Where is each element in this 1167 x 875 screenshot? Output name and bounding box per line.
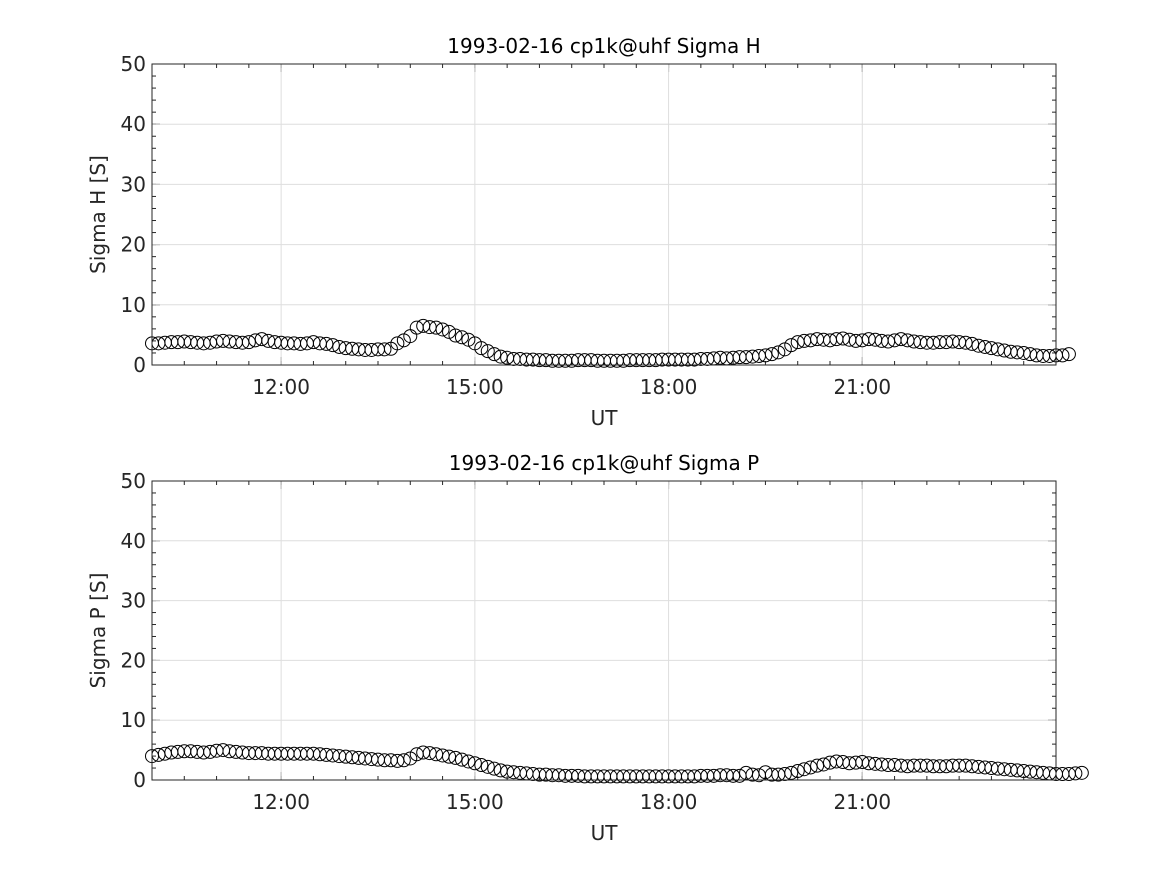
data-point <box>325 338 340 353</box>
data-point <box>784 338 799 353</box>
data-point <box>319 336 334 351</box>
data-point <box>461 754 476 769</box>
data-point <box>803 760 818 775</box>
data-point <box>474 341 489 356</box>
data-point <box>448 750 463 765</box>
y-tick-label: 50 <box>121 52 146 76</box>
plot-area <box>152 481 1056 780</box>
data-point <box>487 347 502 362</box>
chart-title: 1993-02-16 cp1k@uhf Sigma H <box>447 34 760 58</box>
y-tick-label: 40 <box>121 112 146 136</box>
data-point <box>797 762 812 777</box>
y-tick-label: 20 <box>121 233 146 257</box>
x-tick-label: 12:00 <box>252 790 310 814</box>
data-point <box>1074 765 1089 780</box>
data-point <box>429 320 444 335</box>
data-point <box>448 328 463 343</box>
x-tick-label: 21:00 <box>833 375 891 399</box>
y-tick-label: 10 <box>121 293 146 317</box>
data-point <box>254 332 269 347</box>
ticks: 0 10 20 30 40 50 12:00 15:00 18:00 21:00 <box>121 52 1057 399</box>
data-point <box>965 336 980 351</box>
y-tick-label: 50 <box>121 469 146 493</box>
axes-frame <box>151 480 1057 781</box>
plot-area <box>152 64 1056 365</box>
data-point <box>758 348 773 363</box>
axes-frame <box>151 63 1057 366</box>
data-point <box>454 330 469 345</box>
chart-panel-1: 0 10 20 30 40 50 12:00 15:00 18:00 21:00 1993-02-1… <box>86 34 1076 430</box>
data-point <box>461 332 476 347</box>
data-point <box>480 344 495 359</box>
data-point <box>1061 347 1076 362</box>
data-point <box>810 758 825 773</box>
y-tick-label: 0 <box>133 353 146 377</box>
data-point <box>1068 766 1083 781</box>
x-axis-label: UT <box>591 821 619 845</box>
y-tick-label: 10 <box>121 708 146 732</box>
data-point <box>816 757 831 772</box>
x-tick-label: 15:00 <box>446 790 504 814</box>
data-point <box>771 345 786 360</box>
data-point <box>726 768 741 783</box>
y-tick-label: 40 <box>121 529 146 553</box>
data-point <box>790 764 805 779</box>
data-point <box>958 335 973 350</box>
y-axis-label: Sigma P [S] <box>86 573 110 689</box>
data-point <box>480 759 495 774</box>
chart-title: 1993-02-16 cp1k@uhf Sigma P <box>449 451 759 475</box>
x-tick-label: 18:00 <box>640 375 698 399</box>
chart-panel-2: 0 10 20 30 40 50 12:00 15:00 18:00 21:00 1993-02-1… <box>86 451 1089 845</box>
y-axis-label: Sigma H [S] <box>86 155 110 274</box>
data-point <box>467 756 482 771</box>
data-point <box>764 347 779 362</box>
y-tick-label: 30 <box>121 172 146 196</box>
data-point <box>377 342 392 357</box>
data-point <box>442 324 457 339</box>
y-tick-label: 20 <box>121 648 146 672</box>
y-tick-label: 0 <box>133 768 146 792</box>
data-point <box>435 322 450 337</box>
data-point <box>454 752 469 767</box>
x-axis-label: UT <box>591 406 619 430</box>
data-point <box>390 336 405 351</box>
x-tick-label: 21:00 <box>833 790 891 814</box>
data-point <box>241 335 256 350</box>
x-tick-label: 18:00 <box>640 790 698 814</box>
data-point <box>474 758 489 773</box>
x-tick-label: 15:00 <box>446 375 504 399</box>
data-point <box>777 767 792 782</box>
data-point <box>784 765 799 780</box>
x-tick-label: 12:00 <box>252 375 310 399</box>
y-tick-label: 30 <box>121 589 146 613</box>
data-point <box>442 749 457 764</box>
data-point <box>487 761 502 776</box>
data-point <box>396 753 411 768</box>
data-series <box>145 743 1089 784</box>
